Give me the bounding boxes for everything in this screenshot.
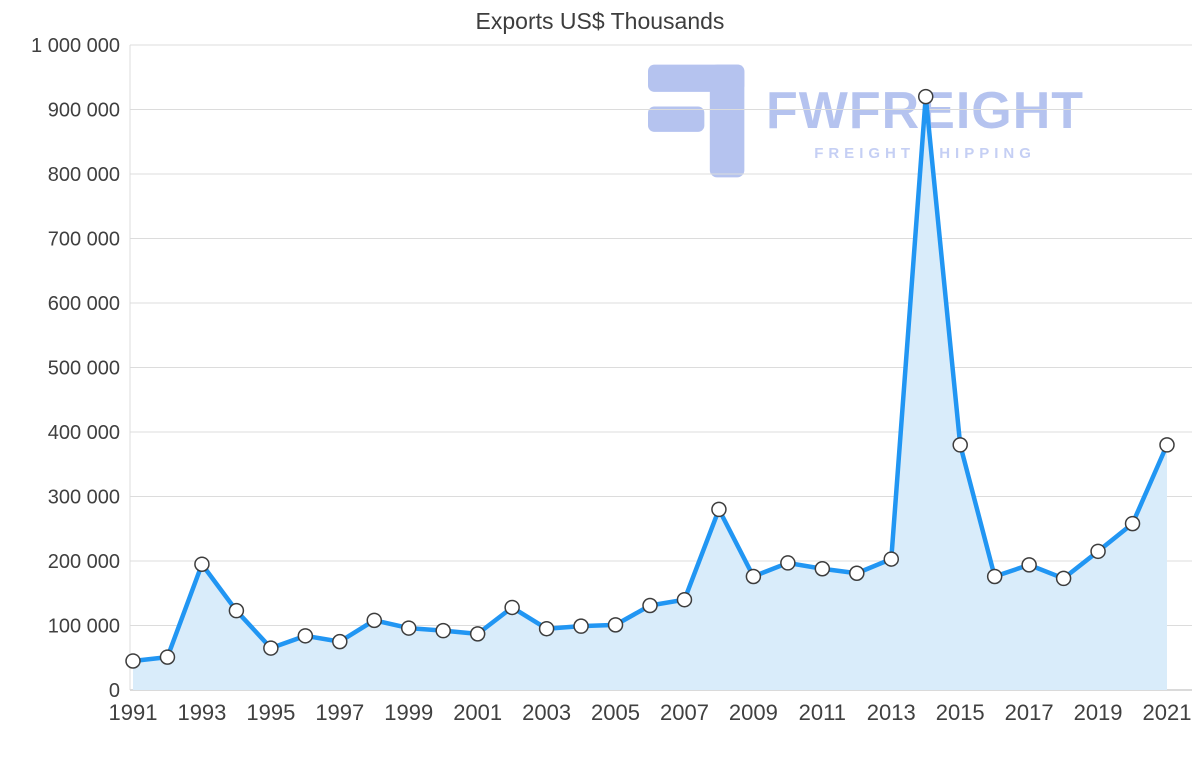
y-tick-label: 900 000 xyxy=(48,100,120,122)
x-tick-label: 2005 xyxy=(591,700,640,725)
data-point-marker xyxy=(849,565,865,582)
data-point-marker xyxy=(469,626,486,642)
area-fill xyxy=(133,96,1167,691)
data-point-marker xyxy=(711,501,727,518)
data-point-marker xyxy=(814,560,831,577)
y-tick-label: 300 000 xyxy=(48,487,120,509)
y-tick-label: 800 000 xyxy=(48,164,120,186)
data-point-marker xyxy=(883,551,900,567)
y-tick-label: 400 000 xyxy=(48,422,120,444)
data-point-marker xyxy=(228,602,245,619)
y-tick-label: 0 xyxy=(109,680,120,702)
logo-shape xyxy=(648,106,705,132)
data-point-marker xyxy=(504,599,520,616)
x-tick-label: 2009 xyxy=(729,700,778,725)
x-tick-label: 2021 xyxy=(1143,700,1192,725)
data-point-marker xyxy=(986,568,1003,585)
data-point-marker xyxy=(573,618,589,634)
data-point-marker xyxy=(1055,570,1072,587)
y-tick-label: 200 000 xyxy=(48,551,120,573)
x-tick-label: 1993 xyxy=(177,700,226,725)
data-point-marker xyxy=(435,622,451,639)
y-tick-label: 700 000 xyxy=(48,229,120,251)
data-point-marker xyxy=(332,633,348,650)
data-point-marker xyxy=(400,620,417,636)
x-tick-label: 2003 xyxy=(522,700,571,725)
data-point-marker xyxy=(538,620,555,637)
x-tick-label: 1995 xyxy=(246,700,295,725)
y-tick-label: 1 000 000 xyxy=(31,35,120,57)
data-point-marker xyxy=(297,628,314,644)
x-tick-label: 2001 xyxy=(453,700,502,725)
data-point-marker xyxy=(125,653,141,669)
x-tick-label: 1999 xyxy=(384,700,433,725)
data-point-marker xyxy=(607,617,624,633)
x-tick-label: 1991 xyxy=(109,700,158,725)
data-point-marker xyxy=(1159,437,1175,453)
data-point-marker xyxy=(952,437,968,453)
data-point-marker xyxy=(159,649,176,665)
x-tick-label: 2017 xyxy=(1005,700,1054,725)
x-tick-label: 2007 xyxy=(660,700,709,725)
x-tick-label: 1997 xyxy=(315,700,364,725)
data-point-marker xyxy=(917,88,934,105)
chart-title: Exports US$ Thousands xyxy=(475,8,725,34)
x-tick-label: 2011 xyxy=(799,700,846,725)
data-point-marker xyxy=(194,556,210,572)
fwfreight-logo-icon xyxy=(648,64,748,183)
logo-shape xyxy=(709,64,745,178)
y-tick-label: 600 000 xyxy=(48,293,120,315)
y-tick-label: 500 000 xyxy=(48,358,120,380)
x-tick-label: 2015 xyxy=(936,700,985,725)
y-tick-label: 100 000 xyxy=(48,616,120,638)
data-point-marker xyxy=(366,612,383,629)
data-point-marker xyxy=(676,591,693,608)
data-point-marker xyxy=(1124,515,1141,532)
data-point-marker xyxy=(1090,543,1106,560)
x-tick-label: 2013 xyxy=(867,700,916,725)
data-point-marker xyxy=(642,597,658,614)
data-point-marker xyxy=(745,568,762,585)
data-point-marker xyxy=(780,555,796,571)
data-point-marker xyxy=(1021,557,1037,573)
x-tick-label: 2019 xyxy=(1074,700,1123,725)
data-point-marker xyxy=(263,640,279,656)
